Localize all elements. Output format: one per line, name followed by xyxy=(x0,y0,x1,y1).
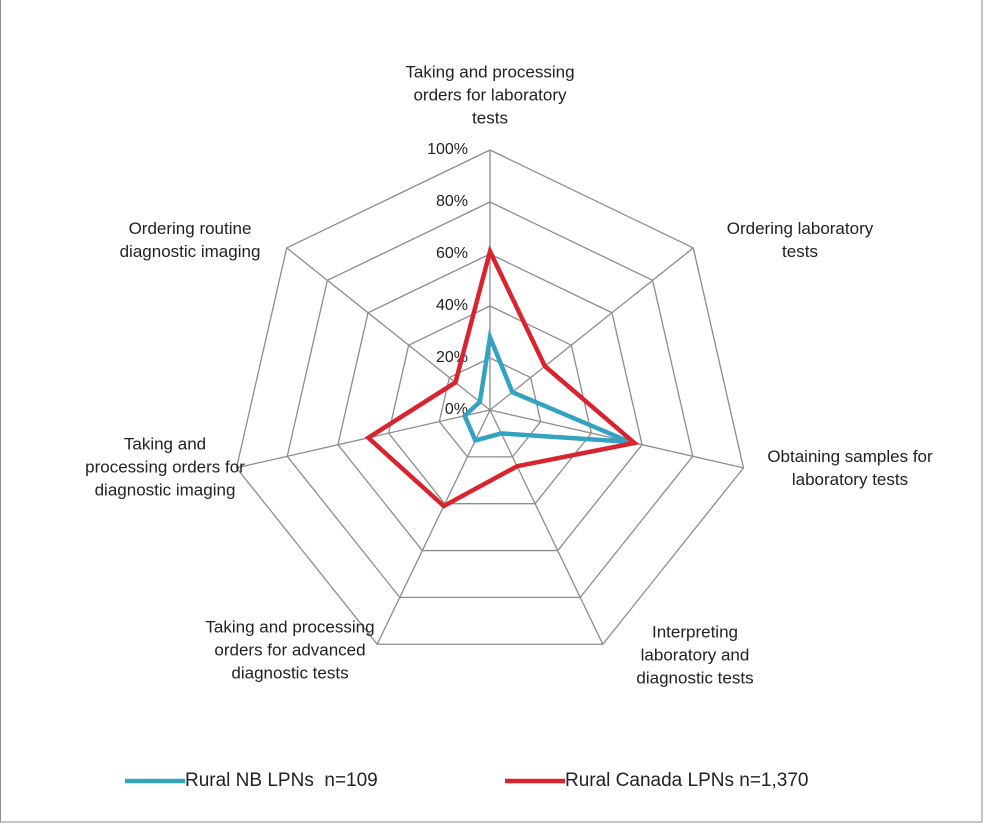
category-label: Taking and processing orders for advance… xyxy=(205,617,375,683)
tick-label: 0% xyxy=(445,401,468,418)
category-label: Taking and processing orders for diagnos… xyxy=(85,434,245,500)
spoke xyxy=(286,247,491,411)
category-label: Obtaining samples for laboratory tests xyxy=(767,447,933,489)
series-line xyxy=(461,328,631,445)
category-label: Ordering laboratory tests xyxy=(726,219,874,261)
category-label: Taking and processing orders for laborat… xyxy=(405,62,575,128)
tick-label: 40% xyxy=(436,297,468,314)
spoke xyxy=(489,409,604,645)
spoke xyxy=(236,409,491,469)
legend-label: Rural NB LPNs n=109 xyxy=(185,770,378,791)
spoke xyxy=(489,247,694,411)
category-label: Interpreting laboratory and diagnostic t… xyxy=(636,622,754,688)
tick-label: 80% xyxy=(436,193,468,210)
tick-label: 100% xyxy=(427,141,468,158)
legend-label: Rural Canada LPNs n=1,370 xyxy=(565,770,808,791)
grid-ring xyxy=(337,253,643,552)
grid-ring xyxy=(387,305,593,505)
tick-label: 60% xyxy=(436,245,468,262)
spoke xyxy=(376,409,491,645)
grid-ring xyxy=(286,201,694,599)
category-label: Ordering routine diagnostic imaging xyxy=(119,219,261,261)
series-line xyxy=(364,244,640,509)
grid-ring xyxy=(235,149,745,645)
